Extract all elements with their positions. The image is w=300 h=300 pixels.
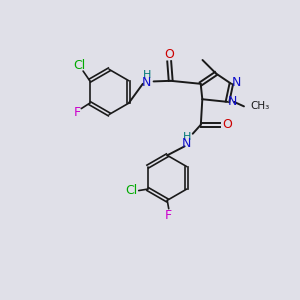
Text: H: H	[182, 132, 191, 142]
Text: N: N	[228, 95, 238, 108]
Text: N: N	[142, 76, 152, 89]
Text: N: N	[182, 137, 191, 150]
Text: O: O	[164, 48, 174, 61]
Text: H: H	[142, 70, 151, 80]
Text: F: F	[165, 209, 172, 222]
Text: Cl: Cl	[125, 184, 137, 197]
Text: F: F	[74, 106, 81, 119]
Text: N: N	[232, 76, 242, 89]
Text: O: O	[222, 118, 232, 131]
Text: CH₃: CH₃	[250, 101, 269, 111]
Text: Cl: Cl	[73, 58, 85, 72]
